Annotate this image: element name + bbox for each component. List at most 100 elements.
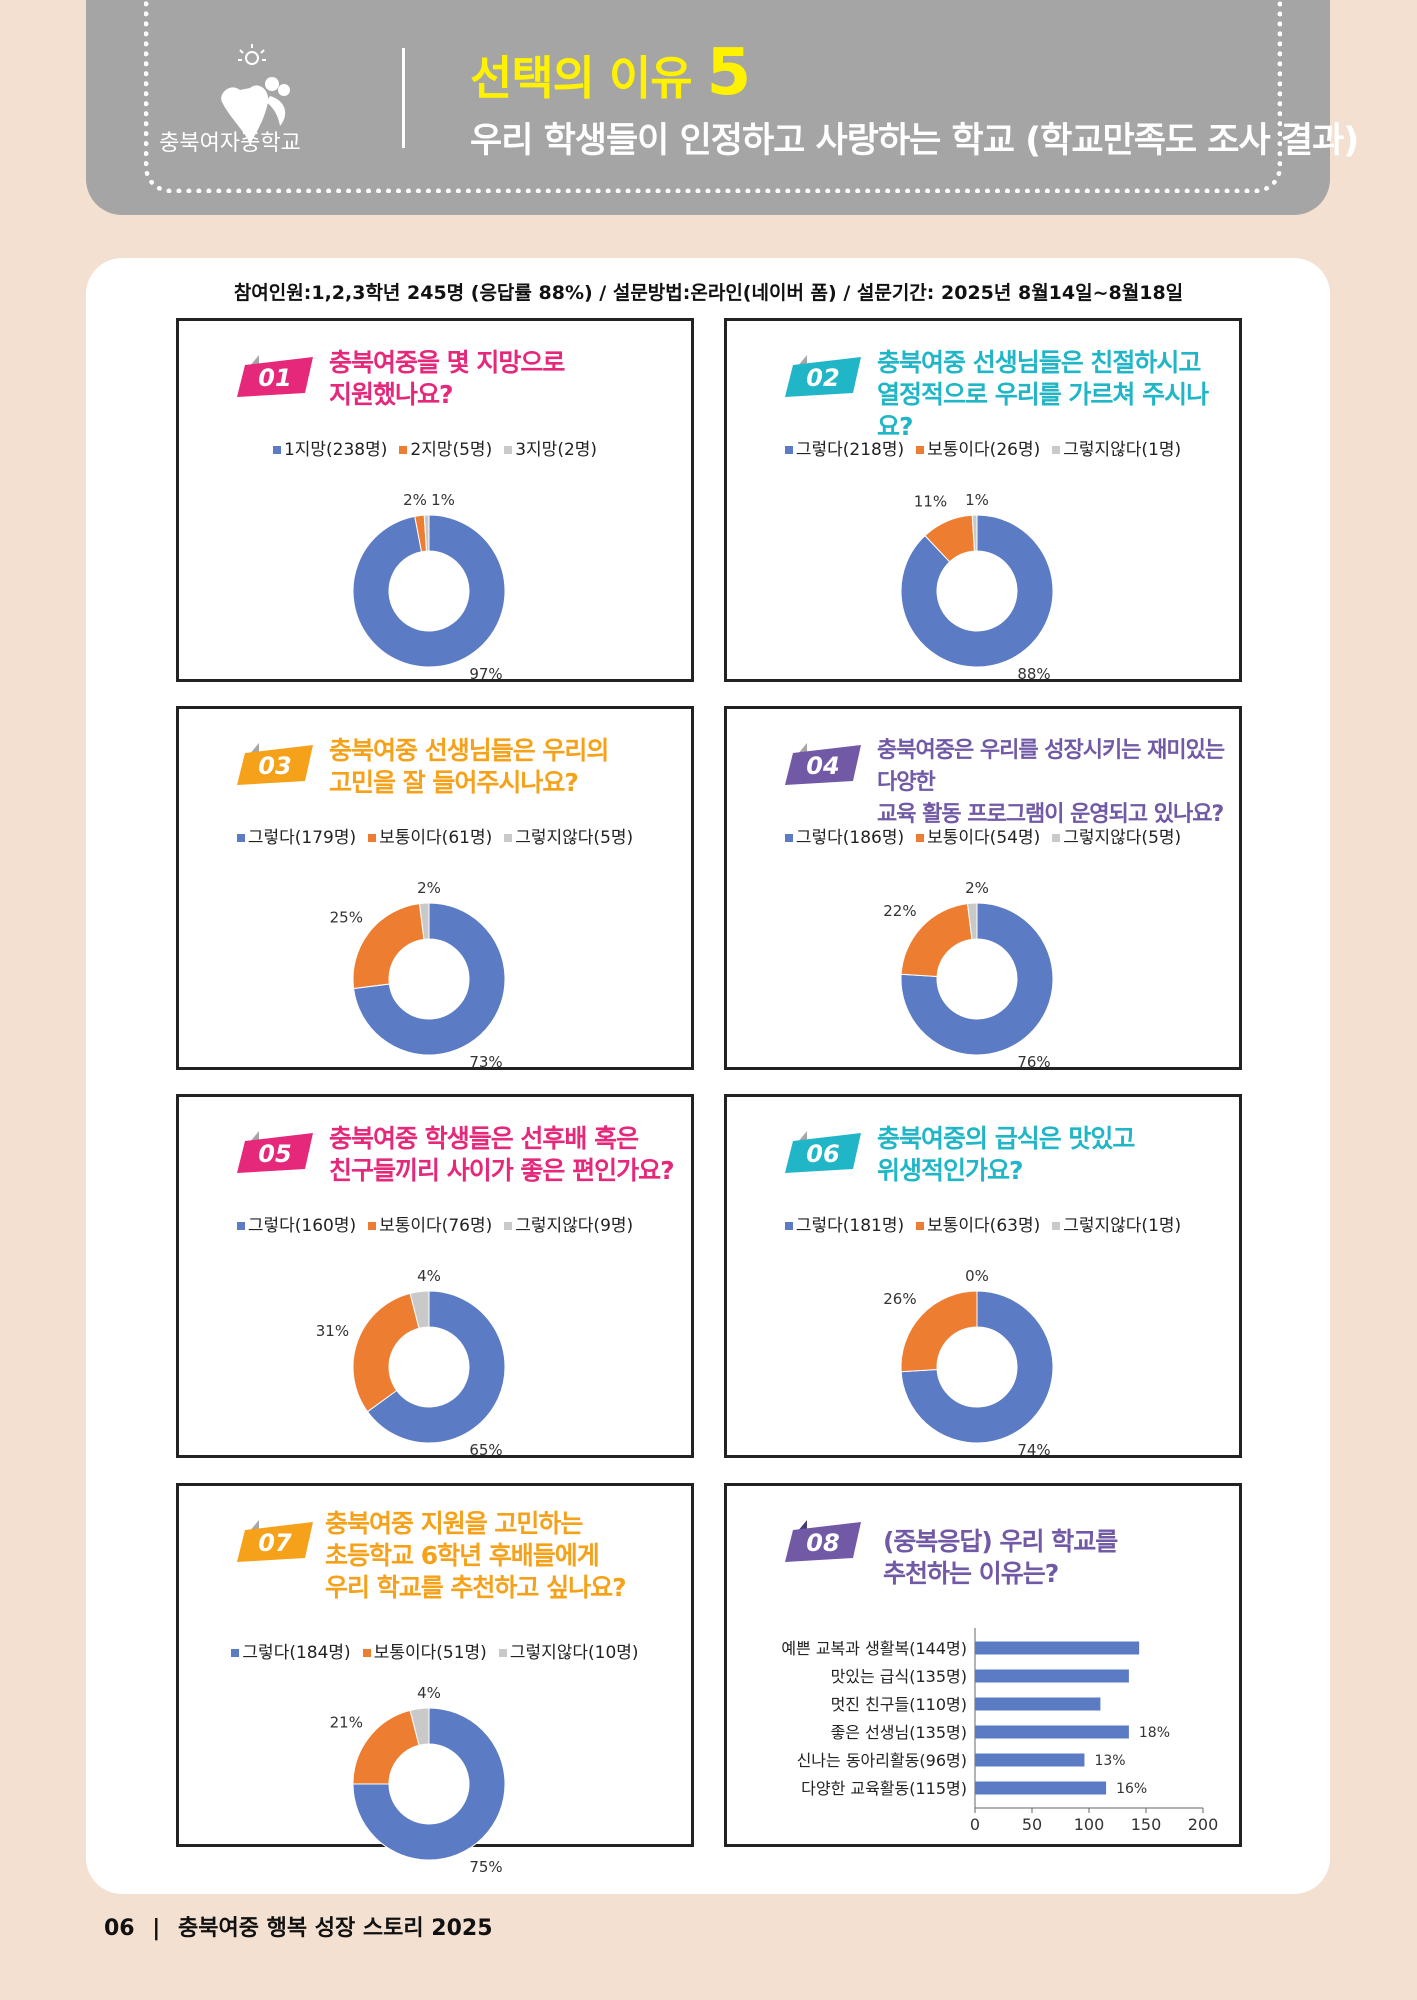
legend-item: 그렇지않다(1명) [1052, 1216, 1181, 1236]
chart-legend: 그렇다(181명) 보통이다(63명) 그렇지않다(1명) [727, 1211, 1239, 1236]
page-number: 06 [104, 1916, 135, 1941]
legend-label: 그렇다(181명) [795, 1216, 905, 1236]
chart-legend: 그렇다(218명) 보통이다(26명) 그렇지않다(1명) [727, 435, 1239, 460]
slice-label: 26% [883, 1290, 916, 1308]
legend-swatch [504, 446, 513, 454]
badge-number: 07 [258, 1529, 292, 1557]
slice-label: 2% [965, 879, 989, 897]
legend-label: 그렇지않다(10명) [509, 1643, 639, 1663]
legend-swatch [368, 834, 377, 842]
bar [975, 1641, 1140, 1655]
question-card-05: 05 충북여중 학생들은 선후배 혹은 친구들끼리 사이가 좋은 편인가요? 그렇다(… [176, 1094, 694, 1458]
legend-label: 그렇지않다(5명) [515, 828, 634, 848]
legend-label: 보통이다(61명) [379, 828, 493, 848]
question-title-line: 고민을 잘 들어주시나요? [329, 768, 579, 797]
slice-label: 74% [1017, 1441, 1050, 1455]
donut-slice-1 [900, 514, 1054, 668]
legend-label: 그렇다(184명) [242, 1643, 351, 1663]
donut-chart: 73% 25% 2% [330, 879, 506, 1067]
badge-number: 05 [258, 1140, 291, 1168]
legend-item: 그렇지않다(10명) [498, 1643, 639, 1663]
question-title-line: 지원했나요? [329, 380, 454, 409]
slice-label: 25% [330, 909, 363, 927]
donut-chart: 88% 11% 1% [900, 491, 1054, 679]
donut-slice-2 [352, 1292, 420, 1413]
chart-legend: 그렇다(186명) 보통이다(54명) 그렇지않다(5명) [727, 823, 1239, 848]
slice-label: 31% [316, 1322, 349, 1340]
survey-info: 참여인원:1,2,3학년 245명 (응답률 88%) / 설문방법:온라인(네… [233, 282, 1184, 304]
legend-item: 2지망(5명) [399, 440, 492, 460]
school-logo-icon [221, 44, 290, 144]
question-card-06: 06 충북여중의 급식은 맛있고 위생적인가요? 그렇다(181명) 보통이다(63명)… [724, 1094, 1242, 1458]
legend-label: 보통이다(76명) [379, 1216, 493, 1236]
question-card-08: 08 (중복응답) 우리 학교를 추천하는 이유는? 0 50 100 150 200 예… [724, 1483, 1242, 1847]
donut-slice-3 [418, 902, 430, 940]
bar [975, 1669, 1129, 1683]
legend-swatch [272, 446, 281, 454]
slice-label: 11% [914, 493, 947, 511]
donut-slice-3 [966, 902, 978, 940]
legend-swatch [1052, 446, 1061, 454]
page-subtitle: 우리 학생들이 인정하고 사랑하는 학교 (학교만족도 조사 결과) [470, 121, 1359, 161]
slice-label: 65% [469, 1441, 502, 1455]
question-title: 충북여중은 우리를 성장시키는 재미있는 다양한 교육 활동 프로그램이 운영되고… [877, 735, 1239, 831]
question-title-line: 충북여중 선생님들은 친절하시고 [877, 348, 1201, 377]
donut-slice-3 [409, 1290, 430, 1329]
dotted-border [144, 0, 1282, 193]
bar [975, 1725, 1129, 1739]
question-title-line: 위생적인가요? [877, 1156, 1024, 1185]
title-text: 선택의 이유 [470, 51, 693, 105]
question-title-line: 친구들끼리 사이가 좋은 편인가요? [329, 1156, 675, 1185]
legend-item: 보통이다(63명) [916, 1216, 1040, 1236]
legend-swatch [498, 1649, 507, 1657]
legend-item: 3지망(2명) [504, 440, 597, 460]
question-title-line: 우리 학교를 추천하고 싶나요? [325, 1573, 627, 1602]
legend-swatch [1052, 1222, 1061, 1230]
footer-separator: | [152, 1916, 161, 1941]
question-title-line: 충북여중을 몇 지망으로 [329, 348, 565, 377]
legend-item: 그렇다(218명) [784, 440, 905, 460]
legend-label: 그렇다(179명) [247, 828, 357, 848]
legend-item: 그렇다(184명) [231, 1643, 351, 1663]
legend-label: 보통이다(51명) [373, 1643, 487, 1663]
donut-slice-1 [366, 1290, 506, 1444]
legend-item: 그렇지않다(1명) [1052, 440, 1181, 460]
slice-label: 75% [469, 1858, 502, 1872]
legend-label: 그렇지않다(1명) [1063, 440, 1182, 460]
legend-swatch [784, 446, 793, 454]
donut-chart: 65% 31% 4% [316, 1267, 506, 1455]
legend-label: 그렇지않다(9명) [515, 1216, 634, 1236]
slice-label: 0% [965, 1267, 989, 1285]
header-banner [86, 0, 1330, 215]
slice-label: 4% [417, 1267, 441, 1285]
legend-label: 보통이다(54명) [927, 828, 1041, 848]
slice-label: 21% [330, 1714, 363, 1732]
badge-number: 04 [806, 752, 839, 780]
question-title-line: 충북여중 학생들은 선후배 혹은 [329, 1124, 639, 1153]
slice-label: 2% [403, 491, 427, 509]
legend-swatch [916, 1222, 925, 1230]
legend-swatch [504, 834, 513, 842]
question-card-01: 01 충북여중을 몇 지망으로 지원했나요? 1지망(238명) 2지망(5명) 3지망(… [176, 318, 694, 682]
question-badge-icon: 04 [785, 743, 861, 785]
legend-label: 그렇지않다(1명) [1063, 1216, 1182, 1236]
badge-number: 06 [806, 1140, 839, 1168]
page-title: 선택의 이유 5 [470, 36, 751, 110]
header-divider [402, 48, 405, 148]
question-title: (중복응답) 우리 학교를 추천하는 이유는? [883, 1526, 1118, 1590]
donut-slice-1 [353, 902, 506, 1056]
question-title-line: 충북여중 선생님들은 우리의 [329, 736, 609, 765]
question-title-line: (중복응답) 우리 학교를 [883, 1527, 1118, 1556]
donut-chart: 97% 2% 1% [352, 491, 506, 679]
slice-label: 73% [469, 1053, 502, 1067]
school-name: 충북여자중학교 [159, 131, 301, 156]
legend-item: 그렇지않다(5명) [1052, 828, 1181, 848]
slice-label: 97% [469, 665, 502, 679]
slice-label: 1% [965, 491, 989, 509]
slice-label: 2% [417, 879, 441, 897]
legend-item: 1지망(238명) [272, 440, 387, 460]
legend-label: 2지망(5명) [410, 440, 493, 460]
question-badge-icon: 06 [785, 1131, 861, 1173]
legend-label: 그렇다(218명) [795, 440, 905, 460]
